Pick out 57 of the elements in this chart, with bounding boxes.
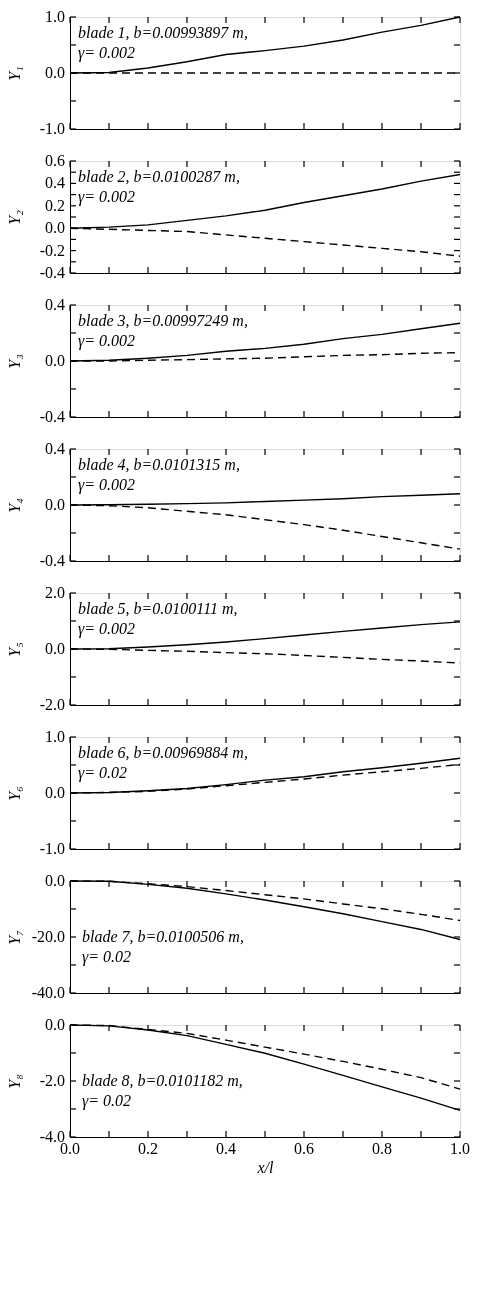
- x-axis-title: x/l: [256, 1158, 275, 1176]
- y-tick-label: 0.0: [45, 640, 65, 657]
- y-tick-label: -20.0: [31, 928, 65, 945]
- x-tick-label: 0.4: [216, 1140, 236, 1157]
- y-tick-label: 0.0: [45, 219, 65, 237]
- annotation: γ= 0.02: [82, 948, 132, 966]
- y-axis-title: Y₄: [5, 498, 23, 513]
- y-tick-label: 0.0: [45, 64, 65, 81]
- y-tick-label: 0.4: [45, 440, 65, 457]
- y-tick-label: 1.0: [45, 728, 65, 745]
- annotation: blade 1, b=0.00993897 m,: [78, 24, 248, 41]
- annotation: blade 5, b=0.0100111 m,: [78, 600, 238, 617]
- y-tick-label: 0.4: [45, 296, 65, 313]
- annotation: γ= 0.002: [78, 620, 136, 638]
- annotation: γ= 0.02: [82, 1092, 132, 1110]
- y-axis-title: Y₁: [5, 66, 23, 81]
- annotation: γ= 0.02: [78, 764, 128, 782]
- y-tick-label: -2.0: [39, 1072, 65, 1089]
- annotation: blade 8, b=0.0101182 m,: [82, 1072, 243, 1089]
- y-tick-label: -4.0: [39, 1128, 65, 1145]
- y-tick-label: 0.0: [45, 496, 65, 513]
- annotation: γ= 0.002: [78, 188, 136, 206]
- annotation: blade 2, b=0.0100287 m,: [78, 168, 240, 185]
- x-tick-label: 0.6: [294, 1140, 314, 1157]
- annotation: γ= 0.002: [78, 44, 136, 62]
- annotation: γ= 0.002: [78, 476, 136, 494]
- y-tick-label: 0.6: [45, 152, 65, 169]
- annotation: blade 3, b=0.00997249 m,: [78, 312, 248, 329]
- y-tick-label: 0.0: [45, 352, 65, 369]
- y-axis-title: Y₅: [5, 642, 23, 657]
- annotation: blade 7, b=0.0100506 m,: [82, 928, 244, 945]
- y-axis-title: Y₇: [5, 929, 23, 945]
- y-tick-label: -40.0: [31, 984, 65, 1001]
- y-axis-title: Y₂: [5, 209, 23, 225]
- y-axis-title: Y₃: [5, 354, 23, 369]
- y-tick-label: -0.2: [39, 241, 65, 259]
- y-tick-label: -1.0: [39, 840, 65, 857]
- y-tick-label: 0.2: [45, 196, 65, 214]
- y-tick-label: -1.0: [39, 120, 65, 137]
- y-tick-label: 0.0: [45, 784, 65, 801]
- annotation: γ= 0.002: [78, 332, 136, 350]
- x-tick-label: 0.8: [372, 1140, 392, 1157]
- y-tick-label: -0.4: [39, 552, 65, 569]
- x-tick-label: 0.2: [138, 1140, 158, 1157]
- y-tick-label: 0.0: [45, 872, 65, 889]
- annotation: blade 4, b=0.0101315 m,: [78, 456, 240, 473]
- y-tick-label: 0.4: [45, 174, 65, 192]
- y-axis-title: Y₈: [5, 1074, 23, 1089]
- y-tick-label: -0.4: [39, 408, 65, 425]
- y-tick-label: -2.0: [39, 696, 65, 713]
- y-tick-label: 0.0: [45, 1016, 65, 1033]
- y-tick-label: 2.0: [45, 584, 65, 601]
- x-tick-label: 1.0: [450, 1140, 470, 1157]
- y-tick-label: -0.4: [39, 264, 65, 281]
- annotation: blade 6, b=0.00969884 m,: [78, 744, 248, 761]
- y-tick-label: 1.0: [45, 8, 65, 25]
- y-axis-title: Y₆: [5, 786, 23, 801]
